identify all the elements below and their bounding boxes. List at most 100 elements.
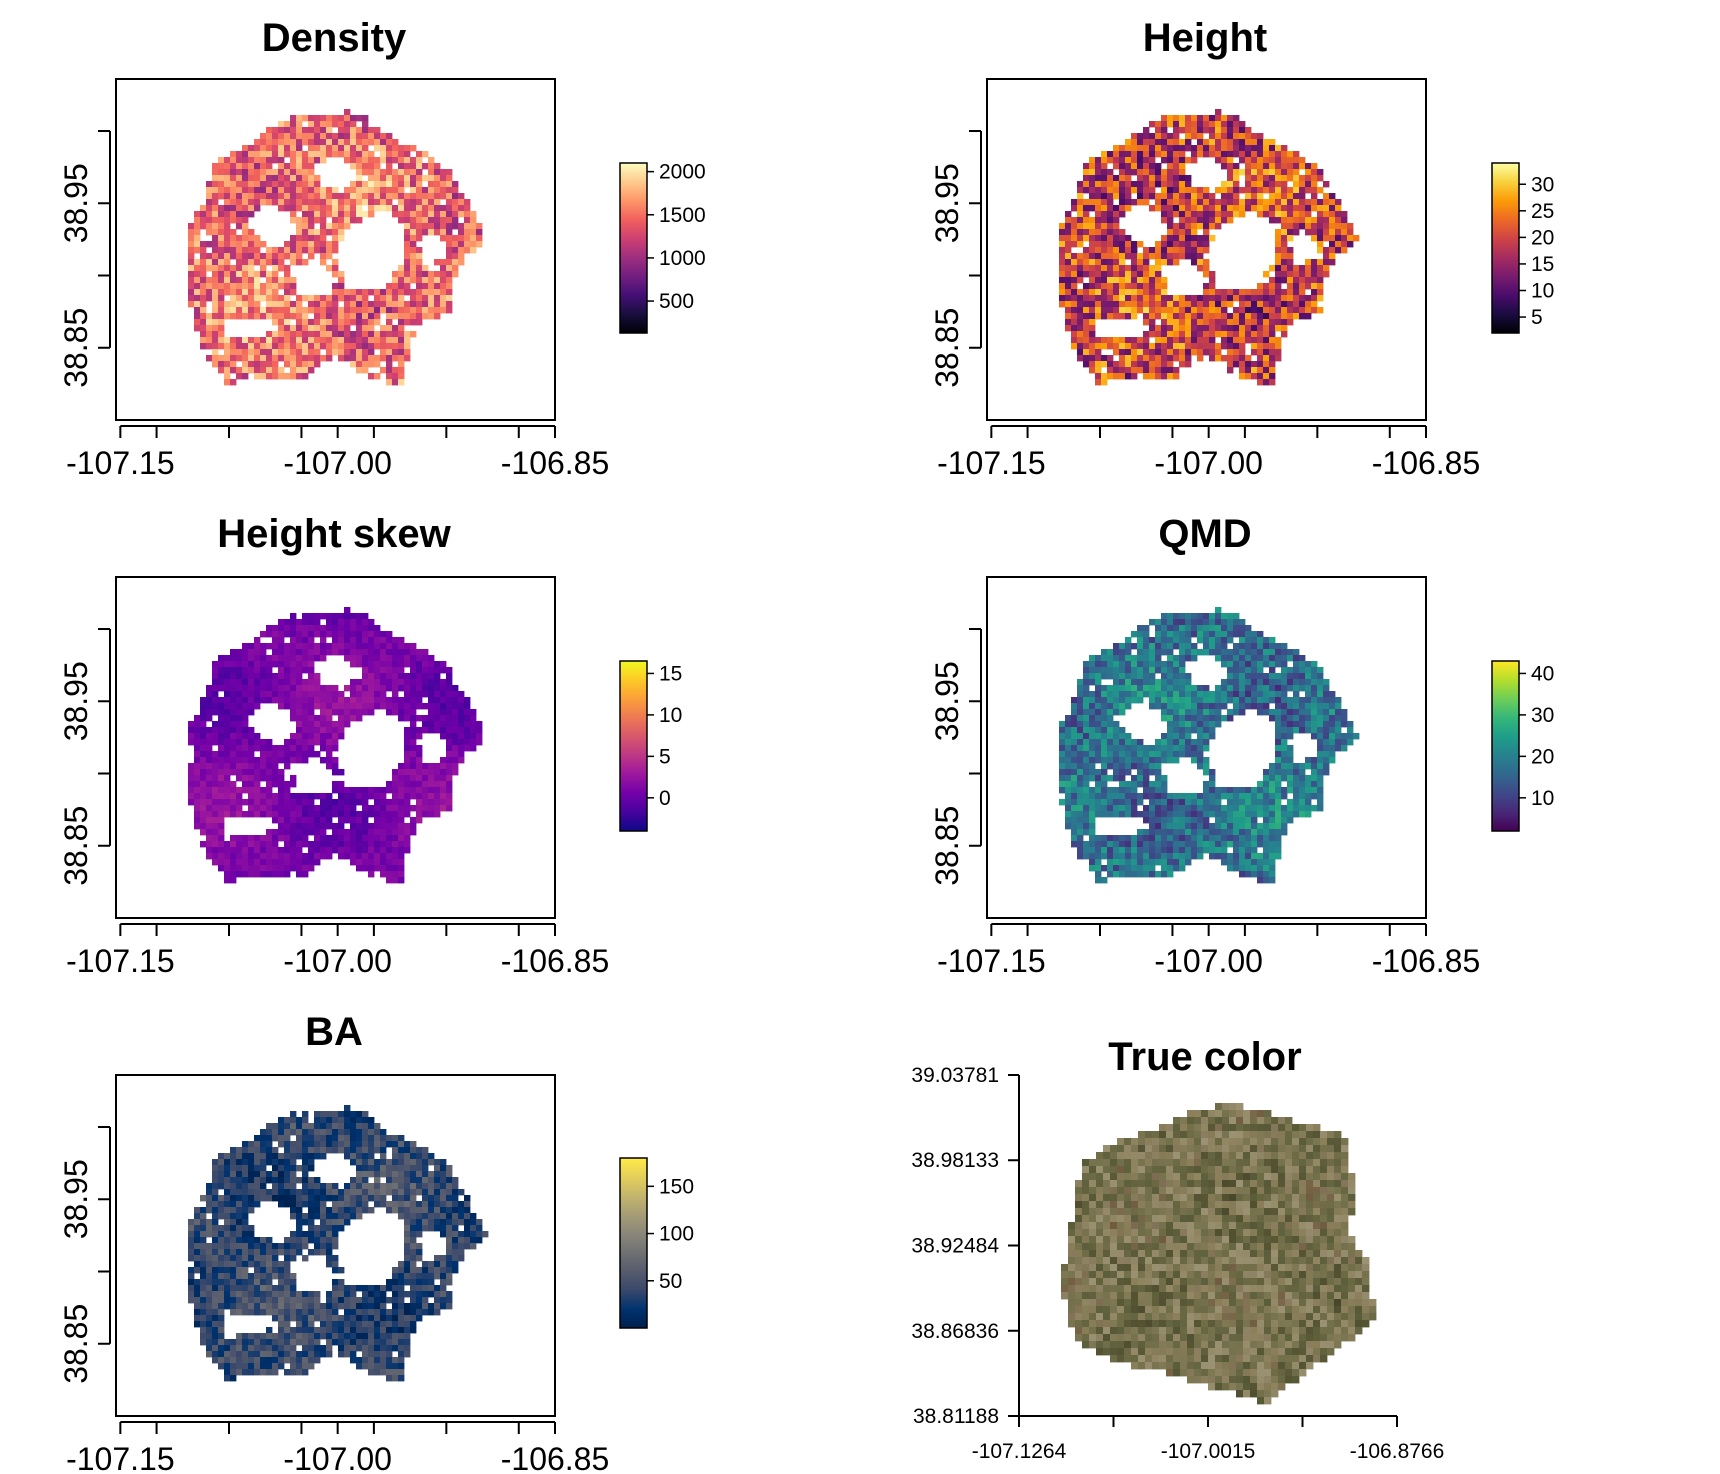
raster-cell xyxy=(1131,313,1137,319)
raster-cell xyxy=(1275,769,1281,775)
raster-cell xyxy=(1257,379,1263,385)
raster-cell xyxy=(1089,697,1095,703)
raster-cell xyxy=(236,715,242,721)
raster-cell xyxy=(1239,211,1245,217)
raster-cell xyxy=(1083,217,1089,223)
raster-cell xyxy=(344,637,350,643)
raster-cell xyxy=(218,829,224,835)
raster-cell xyxy=(1131,259,1137,265)
raster-cell xyxy=(332,613,338,619)
raster-cell xyxy=(1143,301,1149,307)
raster-cell xyxy=(392,271,398,277)
raster-cell xyxy=(296,619,302,625)
raster-cell xyxy=(1071,331,1077,337)
raster-cell xyxy=(266,301,272,307)
raster-cell xyxy=(1239,169,1245,175)
raster-cell xyxy=(1059,757,1065,763)
raster-cell xyxy=(314,331,320,337)
raster-cell xyxy=(1335,241,1341,247)
raster-cell xyxy=(218,265,224,271)
raster-cell xyxy=(1245,187,1251,193)
raster-cell xyxy=(1059,751,1065,757)
raster-cell xyxy=(1185,697,1191,703)
raster-cell xyxy=(1185,319,1191,325)
raster-cell xyxy=(278,367,284,373)
raster-cell xyxy=(320,337,326,343)
raster-cell xyxy=(272,139,278,145)
raster-cell xyxy=(1155,307,1161,313)
raster-cell xyxy=(410,193,416,199)
raster-cell xyxy=(1179,211,1185,217)
raster-cell xyxy=(1233,139,1239,145)
raster-cell xyxy=(1101,265,1107,271)
raster-cell xyxy=(1299,163,1305,169)
raster-cell xyxy=(206,709,212,715)
raster-cell xyxy=(1275,685,1281,691)
raster-cell xyxy=(338,799,344,805)
raster-cell xyxy=(206,703,212,709)
raster-cell xyxy=(1107,235,1113,241)
raster-cell xyxy=(362,805,368,811)
raster-cell xyxy=(278,301,284,307)
raster-cell xyxy=(1221,331,1227,337)
raster-cell xyxy=(296,823,302,829)
raster-cell xyxy=(284,691,290,697)
raster-cell xyxy=(1245,367,1251,373)
raster-cell xyxy=(260,295,266,301)
raster-cell xyxy=(272,169,278,175)
raster-cell xyxy=(260,145,266,151)
raster-cell xyxy=(254,871,260,877)
raster-cell xyxy=(1161,343,1167,349)
raster-cell xyxy=(314,337,320,343)
raster-cell xyxy=(1299,283,1305,289)
raster-cell xyxy=(338,703,344,709)
raster-cell xyxy=(242,781,248,787)
raster-cell xyxy=(356,649,362,655)
raster-cell xyxy=(1221,679,1227,685)
raster-cell xyxy=(1191,319,1197,325)
raster-cell xyxy=(1323,253,1329,259)
raster-cell xyxy=(332,271,338,277)
raster-cell xyxy=(464,241,470,247)
raster-cell xyxy=(380,325,386,331)
raster-cell xyxy=(314,127,320,133)
raster-cell xyxy=(1203,727,1209,733)
raster-cell xyxy=(1089,307,1095,313)
raster-cell xyxy=(1101,373,1107,379)
raster-cell xyxy=(302,349,308,355)
raster-cell xyxy=(200,715,206,721)
raster-cell xyxy=(1059,721,1065,727)
raster-cell xyxy=(1095,727,1101,733)
raster-cell xyxy=(380,169,386,175)
raster-cell xyxy=(218,361,224,367)
raster-cell xyxy=(260,343,266,349)
raster-cell xyxy=(290,241,296,247)
raster-cell xyxy=(206,697,212,703)
raster-cell xyxy=(344,643,350,649)
raster-cell xyxy=(350,157,356,163)
raster-cell xyxy=(1155,301,1161,307)
raster-cell xyxy=(236,673,242,679)
raster-cell xyxy=(1203,223,1209,229)
raster-cell xyxy=(326,811,332,817)
raster-cell xyxy=(1221,211,1227,217)
raster-cell xyxy=(1281,217,1287,223)
raster-cell xyxy=(1227,619,1233,625)
raster-cell xyxy=(236,187,242,193)
raster-cell xyxy=(1113,295,1119,301)
raster-cell xyxy=(230,199,236,205)
raster-cell xyxy=(230,265,236,271)
raster-cell xyxy=(218,163,224,169)
raster-cell xyxy=(1155,247,1161,253)
raster-cell xyxy=(314,133,320,139)
raster-cell xyxy=(1335,727,1341,733)
raster-cell xyxy=(254,193,260,199)
raster-cell xyxy=(1149,703,1155,709)
raster-cell xyxy=(1137,745,1143,751)
raster-cell xyxy=(308,337,314,343)
raster-cell xyxy=(392,847,398,853)
raster-cell xyxy=(254,205,260,211)
raster-cell xyxy=(386,355,392,361)
raster-cell xyxy=(320,145,326,151)
raster-cell xyxy=(446,703,452,709)
